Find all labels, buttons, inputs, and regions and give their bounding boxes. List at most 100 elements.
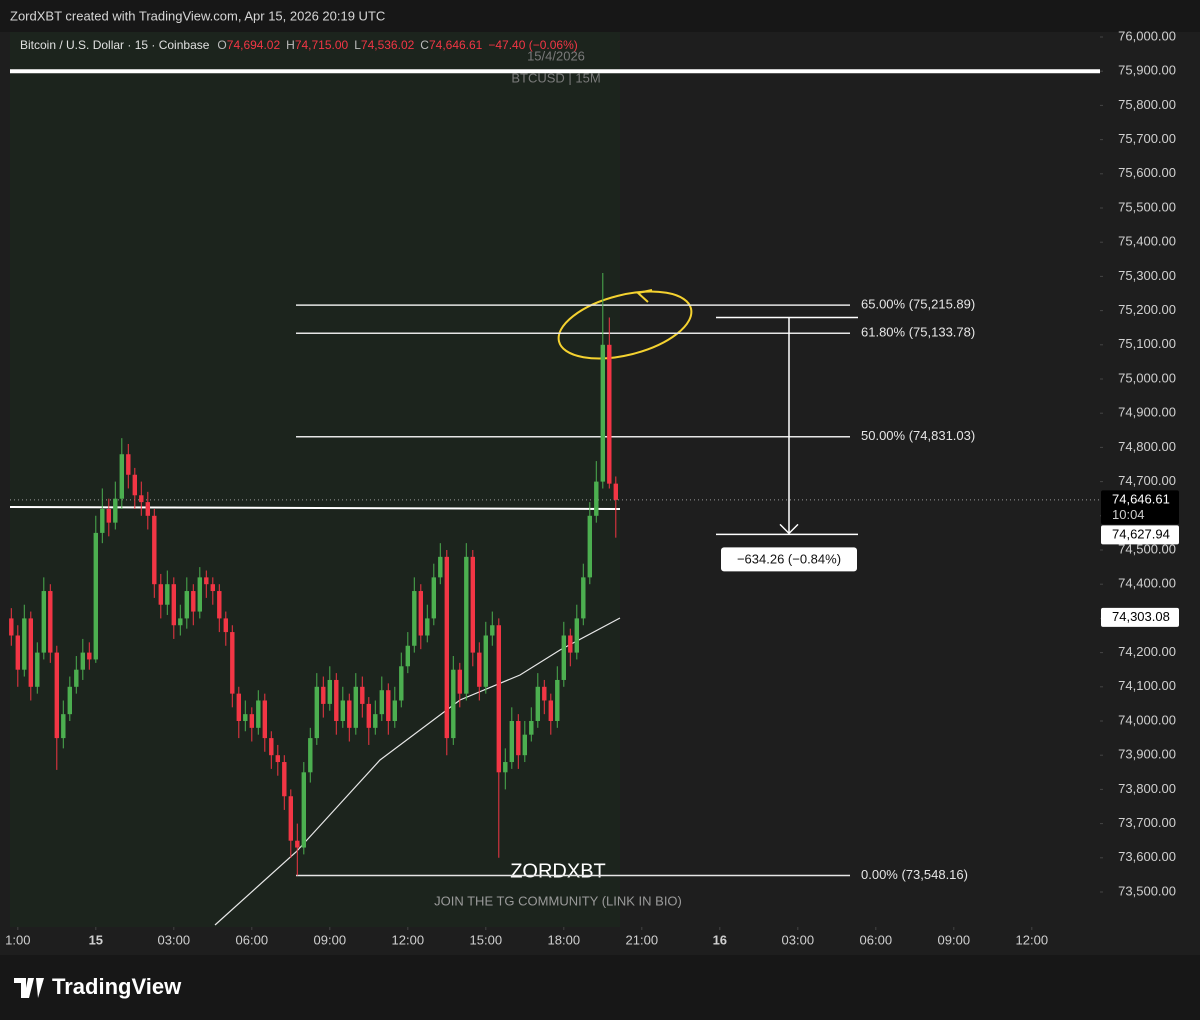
fib-label: 50.00% (74,831.03) xyxy=(861,428,975,443)
candle-body xyxy=(217,591,222,619)
price-badge-label: 74,303.08 xyxy=(1112,609,1170,624)
x-tick-label: 15:00 xyxy=(470,932,503,947)
candle-body xyxy=(171,584,176,626)
x-tick-label: 12:00 xyxy=(1016,932,1049,947)
open-value: 74,694.02 xyxy=(227,38,281,52)
x-tick-label: 21:00 xyxy=(626,932,659,947)
candle-body xyxy=(548,700,553,721)
fib-label: 65.00% (75,215.89) xyxy=(861,297,975,312)
candle-body xyxy=(119,454,124,499)
candle-body xyxy=(308,738,313,773)
candle-body xyxy=(80,652,85,670)
x-tick-label: 06:00 xyxy=(236,932,269,947)
candle-body xyxy=(74,669,79,687)
candle-body xyxy=(496,625,501,773)
y-tick-label: 74,100.00 xyxy=(1118,678,1176,693)
candle-body xyxy=(139,495,144,503)
support-line xyxy=(9,506,621,510)
candle-body xyxy=(561,635,566,680)
y-tick-label: 74,900.00 xyxy=(1118,405,1176,420)
y-tick-label: 73,700.00 xyxy=(1118,815,1176,830)
brand-logo xyxy=(14,978,44,998)
candle-body xyxy=(93,532,98,660)
ohlc-legend: Bitcoin / U.S. Dollar · 15 · Coinbase O74… xyxy=(20,38,578,52)
y-tick-label: 74,800.00 xyxy=(1118,439,1176,454)
candle-body xyxy=(470,556,475,653)
candle-body xyxy=(607,344,612,484)
highlight-circle xyxy=(557,290,693,360)
candle-body xyxy=(360,686,365,704)
candle-body xyxy=(204,577,209,585)
y-tick-label: 75,600.00 xyxy=(1118,165,1176,180)
candle-body xyxy=(594,481,599,516)
price-badge xyxy=(1101,525,1179,545)
close-value: 74,646.61 xyxy=(429,38,483,52)
candle-body xyxy=(327,679,332,704)
candle-body xyxy=(503,762,508,773)
candle-body xyxy=(490,625,495,636)
close-key: C xyxy=(420,38,429,52)
y-tick-label: 75,900.00 xyxy=(1118,63,1176,78)
y-tick-label: 75,500.00 xyxy=(1118,199,1176,214)
candle-body xyxy=(223,618,228,633)
y-tick-label: 74,400.00 xyxy=(1118,576,1176,591)
session-highlight xyxy=(10,32,620,927)
y-tick-label: 75,700.00 xyxy=(1118,131,1176,146)
candle-body xyxy=(236,693,241,721)
footer-bar xyxy=(0,955,1200,1020)
candle-body xyxy=(35,652,40,687)
price-badge xyxy=(1101,490,1179,525)
x-tick-label: 18:00 xyxy=(548,932,581,947)
y-tick-label: 75,300.00 xyxy=(1118,268,1176,283)
candle-body xyxy=(353,686,358,728)
candle-body xyxy=(412,591,417,646)
candle-body xyxy=(587,515,592,578)
candle-body xyxy=(386,690,391,721)
watermark-symbol: BTCUSD | 15M xyxy=(511,70,600,85)
candle-body xyxy=(431,577,436,619)
candle-body xyxy=(67,686,72,715)
candle-body xyxy=(457,669,462,694)
candle-body xyxy=(9,618,14,636)
high-key: H xyxy=(286,38,295,52)
candle-body xyxy=(275,755,280,763)
candle-body xyxy=(165,584,170,605)
x-tick-label: 09:00 xyxy=(314,932,347,947)
candle-body xyxy=(399,666,404,701)
low-value: 74,536.02 xyxy=(361,38,415,52)
y-tick-label: 75,100.00 xyxy=(1118,336,1176,351)
candle-body xyxy=(366,703,371,728)
candle-body xyxy=(184,591,189,619)
measure-label: −634.26 (−0.84%) xyxy=(737,551,841,566)
candle-body xyxy=(574,618,579,653)
y-tick-label: 73,900.00 xyxy=(1118,747,1176,762)
candle-body xyxy=(113,498,118,523)
header-text: ZordXBT created with TradingView.com, Ap… xyxy=(10,8,385,23)
candle-body xyxy=(126,454,131,475)
x-tick-label: 15 xyxy=(89,932,103,947)
candle-body xyxy=(48,591,53,653)
candle-body xyxy=(581,577,586,619)
candle-body xyxy=(418,591,423,636)
candle-body xyxy=(249,714,254,728)
y-tick-label: 75,200.00 xyxy=(1118,302,1176,317)
promo-text: JOIN THE TG COMMUNITY (LINK IN BIO) xyxy=(434,893,682,908)
candle-body xyxy=(314,686,319,739)
candle-body xyxy=(178,618,183,626)
candle-body xyxy=(87,652,92,660)
candle-body xyxy=(379,690,384,715)
y-tick-label: 74,500.00 xyxy=(1118,541,1176,556)
y-tick-label: 74,200.00 xyxy=(1118,644,1176,659)
measure-box xyxy=(721,547,857,572)
y-tick-label: 73,500.00 xyxy=(1118,883,1176,898)
candle-body xyxy=(373,714,378,728)
y-tick-label: 75,400.00 xyxy=(1118,234,1176,249)
measure-arrowhead xyxy=(779,523,799,535)
candle-body xyxy=(269,738,274,756)
price-badge-label: 74,646.61 xyxy=(1112,491,1170,506)
high-value: 74,715.00 xyxy=(295,38,349,52)
candle-body xyxy=(158,584,163,605)
candle-body xyxy=(301,772,306,848)
x-tick-label: 03:00 xyxy=(158,932,191,947)
candle-body xyxy=(555,679,560,721)
